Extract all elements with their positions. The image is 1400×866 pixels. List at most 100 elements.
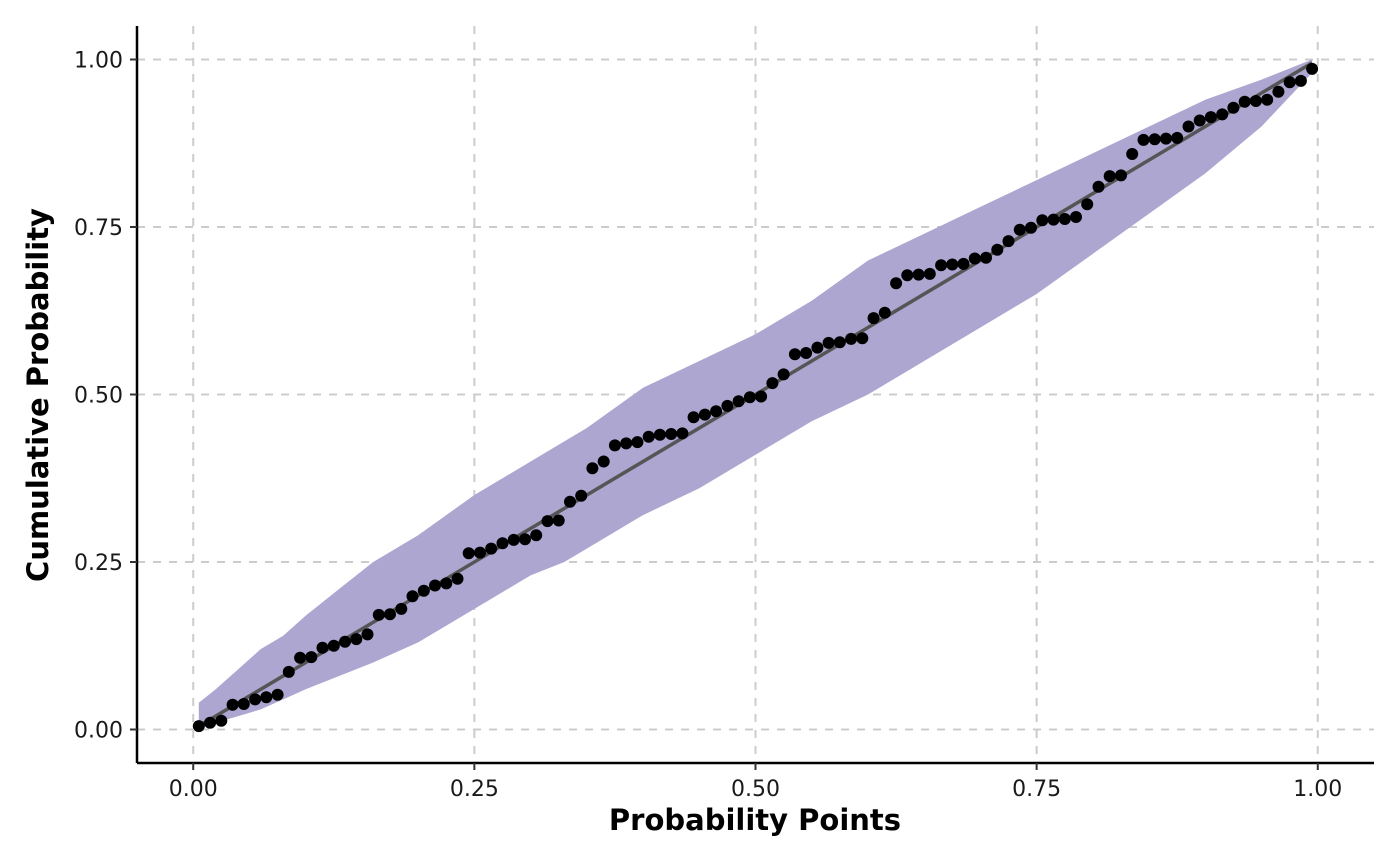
data-point	[1013, 223, 1026, 236]
data-point	[417, 584, 430, 597]
data-point	[980, 251, 992, 264]
data-point	[901, 269, 914, 282]
data-point	[710, 405, 723, 418]
data-point	[1283, 76, 1296, 89]
data-point	[968, 252, 981, 265]
data-point	[766, 377, 779, 390]
data-point	[890, 277, 903, 290]
data-point	[564, 495, 576, 508]
data-point	[316, 641, 329, 654]
data-point	[856, 332, 869, 345]
data-point	[935, 259, 948, 272]
data-point	[597, 455, 610, 468]
data-point	[788, 348, 801, 361]
data-point	[485, 542, 498, 555]
data-point	[1047, 213, 1060, 226]
data-point	[237, 698, 250, 710]
data-point	[1002, 235, 1015, 248]
data-point	[406, 590, 419, 603]
x-tick-label: 0.75	[1012, 777, 1061, 802]
data-point	[1306, 62, 1319, 75]
data-point	[249, 693, 262, 706]
data-point	[777, 368, 790, 381]
y-axis-title: Cumulative Probability	[21, 208, 55, 582]
data-point	[1227, 101, 1240, 114]
data-point	[755, 390, 768, 403]
data-point	[845, 332, 858, 345]
x-tick-label: 0.25	[450, 777, 499, 802]
data-points	[192, 62, 1319, 733]
data-point	[878, 306, 891, 319]
data-point	[1025, 221, 1037, 234]
y-tick-label: 1.00	[74, 49, 123, 74]
x-tick-label: 0.50	[731, 777, 780, 802]
data-point	[1160, 132, 1172, 145]
data-point	[1294, 74, 1307, 87]
y-tick-label: 0.25	[74, 551, 123, 576]
data-point	[957, 257, 970, 270]
data-point	[305, 651, 318, 664]
data-point	[676, 427, 689, 440]
data-point	[361, 628, 374, 641]
data-point	[372, 608, 385, 621]
data-point	[608, 439, 621, 452]
data-point	[1126, 148, 1139, 160]
data-point	[620, 437, 633, 450]
data-point	[912, 268, 925, 281]
x-axis-ticks: 0.00 0.25 0.50 0.75 1.00	[169, 763, 1342, 802]
data-point	[1193, 114, 1206, 127]
data-point	[1103, 170, 1116, 183]
data-point	[339, 635, 351, 648]
data-point	[496, 537, 509, 550]
data-point	[440, 577, 453, 590]
data-point	[350, 633, 363, 646]
data-point	[1081, 198, 1094, 211]
data-point	[519, 533, 531, 546]
data-point	[552, 514, 565, 527]
data-point	[1115, 169, 1127, 182]
data-point	[1058, 213, 1071, 225]
data-point	[800, 347, 813, 359]
data-point	[384, 608, 396, 621]
data-point	[1272, 85, 1285, 98]
data-point	[1148, 133, 1161, 146]
data-point	[541, 515, 554, 528]
data-point	[1182, 120, 1195, 133]
data-point	[1204, 111, 1217, 124]
x-tick-label: 1.00	[1293, 777, 1342, 802]
data-point	[1070, 211, 1082, 223]
data-point	[474, 546, 486, 559]
data-point	[698, 408, 711, 421]
data-point	[923, 267, 936, 280]
y-axis-ticks: 0.00 0.25 0.50 0.75 1.00	[74, 49, 137, 744]
data-point	[743, 391, 756, 404]
data-point	[586, 462, 599, 475]
data-point	[1036, 214, 1049, 227]
data-point	[1216, 108, 1229, 121]
data-point	[294, 651, 307, 664]
data-point	[833, 336, 846, 349]
x-tick-label: 0.00	[169, 777, 218, 802]
data-point	[1249, 95, 1262, 107]
data-point	[429, 579, 441, 592]
data-point	[451, 572, 464, 585]
data-point	[260, 691, 273, 704]
data-point	[721, 399, 734, 412]
data-point	[462, 547, 475, 560]
data-point	[1238, 95, 1251, 108]
data-point	[507, 533, 520, 546]
data-point	[1137, 133, 1150, 146]
data-point	[1171, 131, 1184, 144]
data-point	[271, 688, 284, 701]
data-point	[867, 312, 880, 325]
data-point	[282, 665, 295, 678]
data-point	[215, 714, 228, 727]
data-point	[653, 428, 666, 441]
y-tick-label: 0.50	[74, 384, 123, 409]
data-point	[575, 489, 588, 502]
data-point	[192, 720, 205, 733]
data-point	[395, 602, 408, 615]
grid-lines	[137, 26, 1374, 763]
data-point	[732, 395, 745, 408]
